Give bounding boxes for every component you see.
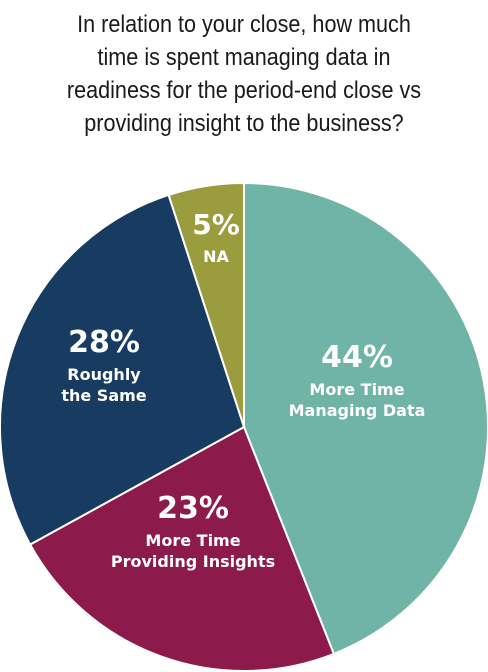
slice-category-label: Providing Insights — [111, 552, 275, 571]
slice-value-label: 5% — [192, 208, 240, 241]
chart-title-line-3: readiness for the period-end close vs — [66, 77, 422, 104]
pie-slices — [0, 181, 488, 672]
slice-category-label: Roughly — [67, 365, 141, 384]
pie-slice-more-time-managing-data — [243, 181, 488, 656]
slice-value-label: 44% — [321, 340, 393, 375]
slice-category-label: More Time — [145, 531, 240, 550]
pie-slice-roughly-the-same — [0, 193, 246, 546]
slice-category-label: Managing Data — [289, 401, 426, 420]
slice-value-label: 28% — [68, 325, 140, 360]
slice-category-label: NA — [203, 247, 229, 266]
slice-category-label: More Time — [309, 380, 404, 399]
chart-title-line-4: providing insight to the business? — [84, 110, 404, 137]
pie-slice-more-time-providing-insights — [28, 425, 336, 672]
chart-title-line-1: In relation to your close, how much — [77, 11, 411, 38]
chart-title-line-2: time is spent managing data in — [97, 44, 391, 71]
slice-category-label: the Same — [61, 386, 146, 405]
slice-value-label: 23% — [157, 491, 229, 526]
pie-labels: 44% More Time Managing Data 23% More Time Pro… — [61, 208, 425, 571]
pie-slice-na — [167, 181, 245, 428]
